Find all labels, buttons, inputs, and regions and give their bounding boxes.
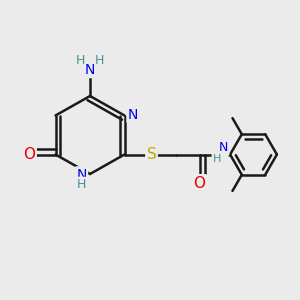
Text: H: H xyxy=(213,154,221,164)
Text: N: N xyxy=(85,63,95,77)
Text: H: H xyxy=(77,178,86,191)
Text: H: H xyxy=(95,54,105,67)
Text: N: N xyxy=(219,141,228,154)
Text: O: O xyxy=(194,176,206,190)
Text: S: S xyxy=(147,147,156,162)
Text: N: N xyxy=(128,108,138,122)
Text: O: O xyxy=(23,147,35,162)
Text: H: H xyxy=(75,54,85,67)
Text: N: N xyxy=(76,168,87,182)
